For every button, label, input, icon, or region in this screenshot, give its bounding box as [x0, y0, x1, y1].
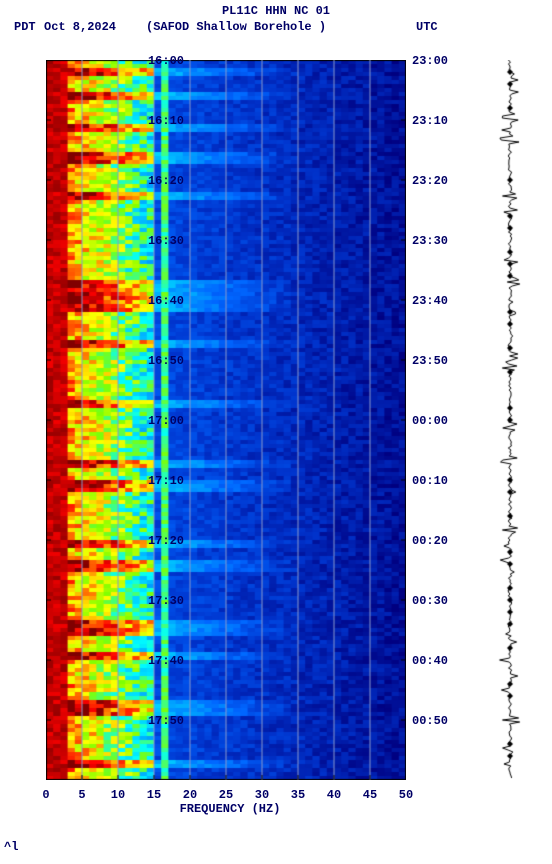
spectrogram-plot	[46, 60, 406, 780]
chart-title: PL11C HHN NC 01	[0, 4, 552, 18]
xtick: 0	[36, 788, 56, 802]
xtick: 25	[216, 788, 236, 802]
x-axis-label: FREQUENCY (HZ)	[0, 802, 460, 816]
xtick: 40	[324, 788, 344, 802]
date-label: Oct 8,2024	[44, 20, 116, 34]
ytick-right: 00:20	[412, 534, 448, 548]
xtick: 15	[144, 788, 164, 802]
ytick-right: 23:50	[412, 354, 448, 368]
ytick-left: 17:20	[140, 534, 184, 548]
ytick-left: 17:50	[140, 714, 184, 728]
ytick-right: 00:40	[412, 654, 448, 668]
xtick: 20	[180, 788, 200, 802]
ytick-left: 16:50	[140, 354, 184, 368]
ytick-left: 17:40	[140, 654, 184, 668]
ytick-left: 16:40	[140, 294, 184, 308]
xtick: 5	[72, 788, 92, 802]
ytick-right: 00:10	[412, 474, 448, 488]
ytick-left: 16:30	[140, 234, 184, 248]
tz-left-label: PDT	[14, 20, 36, 34]
ytick-left: 17:10	[140, 474, 184, 488]
ytick-right: 23:10	[412, 114, 448, 128]
xtick: 10	[108, 788, 128, 802]
station-label: (SAFOD Shallow Borehole )	[146, 20, 326, 34]
xtick: 30	[252, 788, 272, 802]
ytick-left: 16:00	[140, 54, 184, 68]
ytick-right: 23:20	[412, 174, 448, 188]
xtick: 45	[360, 788, 380, 802]
ytick-left: 17:00	[140, 414, 184, 428]
footer-caret: ^l	[4, 840, 18, 854]
tz-right-label: UTC	[416, 20, 438, 34]
ytick-left: 16:10	[140, 114, 184, 128]
ytick-right: 23:30	[412, 234, 448, 248]
ytick-right: 00:30	[412, 594, 448, 608]
ytick-left: 16:20	[140, 174, 184, 188]
xtick: 50	[396, 788, 416, 802]
xtick: 35	[288, 788, 308, 802]
seismic-trace	[498, 60, 522, 780]
ytick-left: 17:30	[140, 594, 184, 608]
ytick-right: 00:00	[412, 414, 448, 428]
ytick-right: 00:50	[412, 714, 448, 728]
ytick-right: 23:00	[412, 54, 448, 68]
ytick-right: 23:40	[412, 294, 448, 308]
page-root: PL11C HHN NC 01 PDT Oct 8,2024 (SAFOD Sh…	[0, 0, 552, 864]
